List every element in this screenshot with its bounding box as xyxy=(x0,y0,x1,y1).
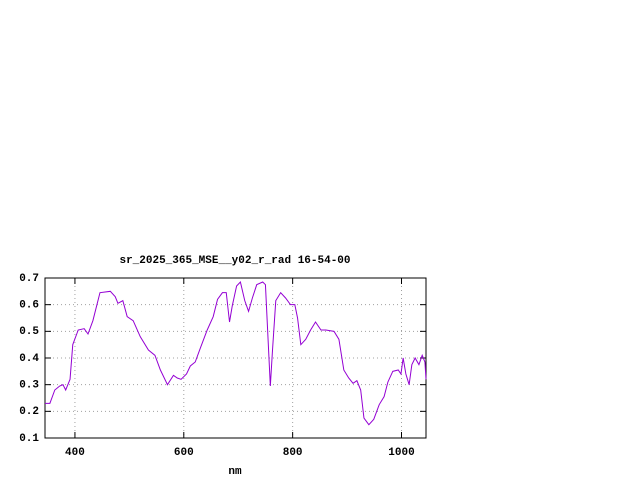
y-tick-label: 0.5 xyxy=(19,326,39,338)
x-tick-label: 400 xyxy=(65,447,85,459)
x-tick-label: 800 xyxy=(283,447,303,459)
y-tick-label: 0.3 xyxy=(19,380,39,392)
plot-border xyxy=(44,277,427,439)
y-tick-label: 0.2 xyxy=(19,406,39,418)
y-tick-label: 0.4 xyxy=(19,353,39,365)
x-tick-label: 1000 xyxy=(388,447,414,459)
data-line xyxy=(45,280,427,426)
y-tick-label: 0.7 xyxy=(19,273,39,285)
x-tick-label: 600 xyxy=(174,447,194,459)
y-tick-label: 0.6 xyxy=(19,300,39,312)
x-axis-label: nm xyxy=(228,466,242,478)
chart-title: sr_2025_365_MSE__y02_r_rad 16-54-00 xyxy=(119,255,350,267)
y-tick-label: 0.1 xyxy=(19,433,39,445)
